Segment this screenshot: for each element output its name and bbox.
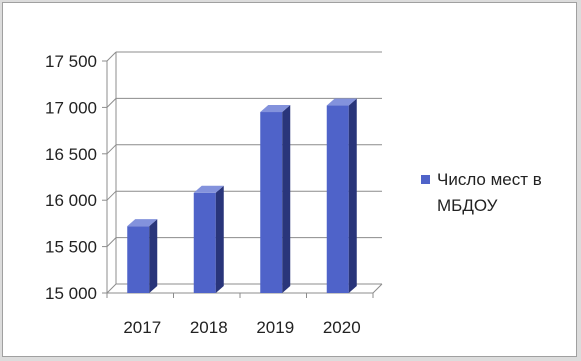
gridline-connector bbox=[106, 51, 117, 62]
y-tick-label: 16 000 bbox=[45, 191, 97, 210]
bar-top bbox=[326, 98, 357, 106]
y-tick-label: 16 500 bbox=[45, 145, 97, 164]
legend-label: Число мест в МБДОУ bbox=[437, 170, 542, 215]
bar-side bbox=[282, 105, 291, 293]
bar-front bbox=[193, 192, 216, 293]
floor-edge bbox=[372, 283, 383, 294]
gridline-connector bbox=[106, 98, 117, 108]
bar-front bbox=[127, 226, 150, 293]
bar-side bbox=[348, 98, 357, 293]
y-tick-label: 15 500 bbox=[45, 238, 97, 257]
bar-top bbox=[127, 219, 158, 227]
bar-side bbox=[215, 185, 224, 293]
bar-side bbox=[149, 219, 158, 293]
bar-front bbox=[260, 112, 283, 293]
y-tick-label: 17 000 bbox=[45, 98, 97, 117]
x-tick-label: 2019 bbox=[256, 318, 294, 337]
gridline-connector bbox=[106, 190, 117, 201]
y-tick-label: 17 500 bbox=[45, 52, 97, 71]
bar-front bbox=[326, 105, 349, 293]
chart-frame: 15 000 15 500 16 000 16 500 17 000 17 500 2017… bbox=[2, 2, 577, 357]
gridline-connector bbox=[106, 144, 117, 155]
x-tick-label: 2017 bbox=[123, 318, 161, 337]
y-tick-label: 15 000 bbox=[45, 284, 97, 303]
bar-chart: 15 000 15 500 16 000 16 500 17 000 17 500 2017… bbox=[45, 51, 383, 337]
bar-top bbox=[260, 105, 291, 113]
legend-swatch bbox=[421, 175, 430, 184]
gridline-connector bbox=[106, 283, 117, 294]
x-tick-label: 2020 bbox=[323, 318, 361, 337]
x-tick-label: 2018 bbox=[190, 318, 228, 337]
bar-top bbox=[193, 185, 224, 193]
gridline-connector bbox=[106, 237, 117, 247]
